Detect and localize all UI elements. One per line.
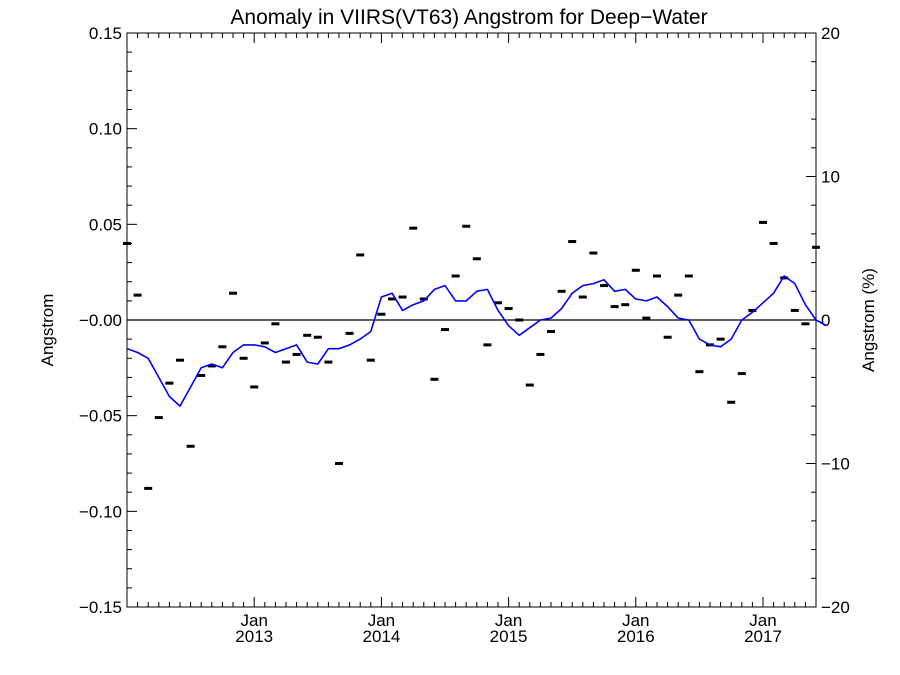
anomaly-marker [631,268,640,272]
anomaly-marker [472,257,481,261]
anomaly-marker [409,226,418,230]
anomaly-marker [335,462,343,465]
anomaly-marker [197,373,206,377]
anomaly-marker [430,377,439,381]
anomaly-marker [653,274,661,278]
anomaly-marker [271,322,280,326]
anomaly-marker [525,383,534,387]
left-tick-label: −0.15 [79,598,122,617]
x-tick-label-month: Jan [749,611,776,630]
anomaly-marker [494,301,502,305]
anomaly-marker [229,291,237,295]
anomaly-marker [748,308,757,312]
running-mean-line [126,275,827,407]
left-tick-label: −0.05 [79,407,122,426]
running-mean-line-group [126,275,827,407]
anomaly-marker [600,284,608,288]
x-tick-label-year: 2016 [617,627,655,646]
anomaly-marker [123,241,131,245]
anomaly-marker [154,416,163,420]
anomaly-marker [388,297,396,301]
anomaly-marker [578,295,587,299]
anomaly-marker [419,297,428,301]
anomaly-marker [695,370,704,374]
x-tick-label-year: 2014 [362,627,400,646]
anomaly-marker [186,444,195,448]
x-tick-label-month: Jan [368,611,395,630]
anomaly-marker [165,381,174,385]
anomaly-marker [642,316,651,320]
anomaly-marker [292,352,301,356]
anomaly-marker [727,400,736,404]
anomaly-marker [801,322,810,326]
anomaly-marker [366,358,375,362]
anomaly-marker [345,331,354,335]
x-tick-label-year: 2013 [235,627,273,646]
anomaly-marker [621,303,630,307]
left-axis-ticks: 0.15 0.10 0.05 −0.00 −0.05 −0.10 −0.15 [79,24,137,617]
right-tick-label: 10 [821,168,840,187]
anomaly-marker [250,385,259,389]
left-tick-label: 0.15 [89,24,122,43]
anomaly-marker [674,293,683,297]
y-axis-label-right: Angstrom (%) [859,268,878,372]
anomaly-marker [780,276,789,280]
anomaly-marker [398,295,407,299]
left-tick-label: 0.10 [89,120,122,139]
anomaly-marker [356,253,365,257]
anomaly-marker [451,274,460,278]
anomaly-marker [324,360,333,364]
anomaly-marker [557,289,566,293]
left-tick-label: −0.00 [79,311,122,330]
anomaly-marker [769,241,778,245]
anomaly-marker [547,329,555,333]
left-tick-label: 0.05 [89,215,122,234]
anomaly-marker [663,335,672,339]
right-tick-label: −10 [821,455,850,474]
right-axis-ticks: 20 10 0 −10 −20 [806,24,850,617]
anomaly-marker [504,307,513,311]
anomaly-marker [441,328,449,332]
x-tick-label-month: Jan [240,611,267,630]
anomaly-marker [133,293,142,297]
anomaly-marker [282,360,290,364]
anomaly-marker [737,372,746,376]
anomaly-marker [515,318,524,322]
anomaly-marker [303,333,312,337]
y-axis-label-left: Angstrom [38,294,57,367]
anomaly-marker [176,358,184,362]
x-tick-label-month: Jan [495,611,522,630]
anomaly-marker [589,251,598,255]
right-tick-label: 20 [821,24,840,43]
anomaly-marker [144,486,153,490]
x-tick-label-year: 2015 [490,627,528,646]
anomaly-marker [260,341,269,345]
anomaly-marker [218,345,227,349]
right-tick-label: 0 [821,311,830,330]
monthly-anomaly-markers [123,220,820,490]
right-tick-label: −20 [821,598,850,617]
anomaly-marker [239,356,248,360]
x-tick-label-year: 2017 [744,627,782,646]
x-tick-label-month: Jan [622,611,649,630]
anomaly-marker [684,274,693,278]
anomaly-marker [483,343,492,347]
anomaly-marker [313,335,322,339]
anomaly-marker [536,352,545,356]
anomaly-marker [716,337,725,341]
anomaly-marker [377,312,386,316]
anomaly-marker [610,305,619,309]
anomaly-marker [812,245,820,249]
left-tick-label: −0.10 [79,502,122,521]
anomaly-marker [759,220,767,224]
anomaly-marker [790,308,799,312]
anomaly-marker [207,364,216,368]
chart-title: Anomaly in VIIRS(VT63) Angstrom for Deep… [230,6,707,29]
anomaly-marker [568,240,577,244]
anomaly-marker [462,224,471,228]
